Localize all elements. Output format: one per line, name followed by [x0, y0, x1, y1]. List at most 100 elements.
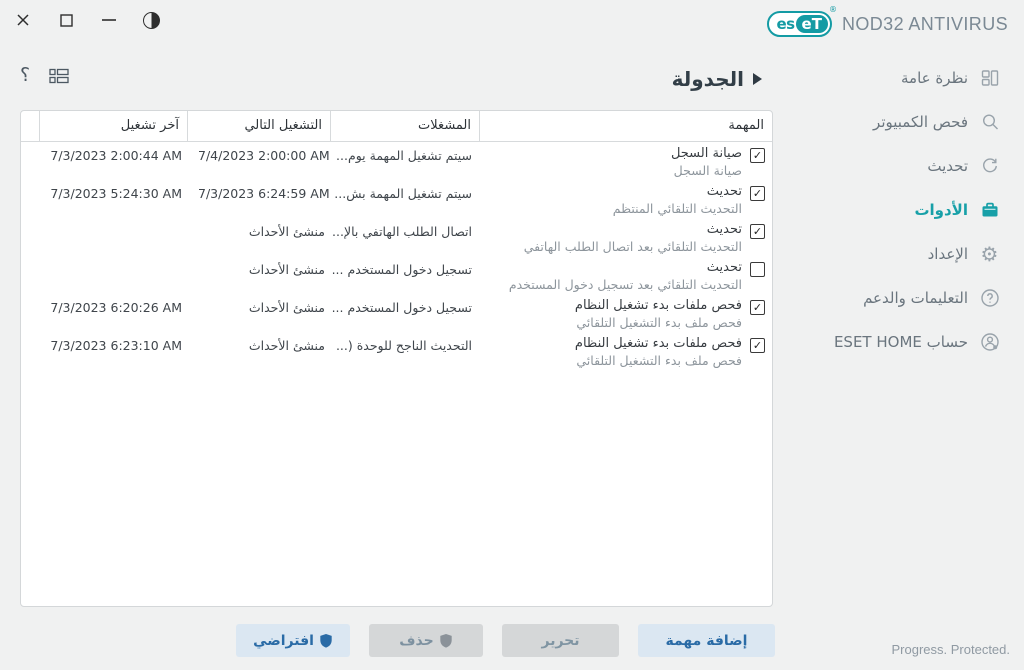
empty-cell: [21, 298, 40, 332]
task-trigger: اتصال الطلب الهاتفي بالإ...: [332, 224, 472, 239]
account-icon: [979, 332, 1000, 353]
task-subtitle: التحديث التلقائي بعد تسجيل دخول المستخدم: [508, 276, 742, 292]
task-cell: تحديث التحديث التلقائي بعد تسجيل دخول ال…: [480, 260, 772, 294]
task-checkbox[interactable]: ✓: [750, 224, 765, 239]
task-trigger: التحديث الناجح للوحدة (...: [335, 338, 472, 353]
task-last-run: 7/3/2023 6:20:26 AM: [50, 300, 182, 315]
task-next-run: منشئ الأحداث: [248, 338, 325, 353]
task-last-run: [40, 222, 188, 256]
table-header: المهمة المشغلات التشغيل التالي آخر تشغيل: [21, 111, 772, 142]
task-name: صيانة السجل: [670, 146, 742, 161]
scheduler-table: المهمة المشغلات التشغيل التالي آخر تشغيل…: [20, 110, 773, 607]
task-checkbox[interactable]: ✓: [750, 186, 765, 201]
task-trigger: سيتم تشغيل المهمة يوم...: [336, 148, 472, 163]
page-title: الجدولة: [671, 67, 744, 91]
eset-logo-mark: es eT ®: [767, 5, 837, 37]
table-row[interactable]: ✓ صيانة السجل صيانة السجل سيتم تشغيل الم…: [21, 142, 772, 180]
column-header-next-run[interactable]: التشغيل التالي: [188, 111, 331, 141]
sidebar-item-label: حساب ESET HOME: [833, 333, 968, 351]
task-last-run: 7/3/2023 5:24:30 AM: [50, 186, 182, 201]
overview-grid-icon: [979, 68, 1000, 89]
task-trigger: تسجيل دخول المستخدم ...: [331, 262, 472, 277]
column-header-empty: [21, 111, 40, 141]
task-subtitle: التحديث التلقائي بعد اتصال الطلب الهاتفي: [523, 238, 742, 254]
task-last-run: [40, 260, 188, 294]
task-cell: ✓ تحديث التحديث التلقائي بعد اتصال الطلب…: [480, 222, 772, 256]
delete-button[interactable]: حذف: [369, 624, 483, 657]
question-circle-icon: [979, 288, 1000, 309]
delete-button-label: حذف: [399, 632, 434, 649]
eset-logo-es: es: [776, 14, 795, 33]
sidebar-item-label: فحص الكمبيوتر: [873, 113, 968, 131]
sidebar-item-label: نظرة عامة: [901, 69, 968, 87]
edit-button[interactable]: تحرير: [502, 624, 619, 657]
list-view-icon[interactable]: [49, 68, 69, 84]
empty-cell: [21, 146, 40, 180]
table-row[interactable]: ✓ تحديث التحديث التلقائي بعد اتصال الطلب…: [21, 218, 772, 256]
table-row[interactable]: ✓ فحص ملفات بدء تشغيل النظام فحص ملف بدء…: [21, 294, 772, 332]
sidebar-item-computer-scan[interactable]: فحص الكمبيوتر: [824, 100, 1024, 144]
table-row[interactable]: ✓ تحديث التحديث التلقائي المنتظم سيتم تش…: [21, 180, 772, 218]
uac-shield-icon: [439, 633, 453, 648]
task-name: فحص ملفات بدء تشغيل النظام: [574, 298, 742, 313]
task-subtitle: صيانة السجل: [673, 162, 742, 178]
default-button-label: افتراضي: [253, 632, 314, 649]
empty-cell: [21, 184, 40, 218]
empty-cell: [21, 336, 40, 370]
task-checkbox[interactable]: ✓: [750, 338, 765, 353]
task-trigger: سيتم تشغيل المهمة بش...: [334, 186, 472, 201]
empty-cell: [21, 260, 40, 294]
search-icon: [979, 112, 1000, 133]
maximize-icon[interactable]: [57, 11, 75, 29]
registered-mark: ®: [828, 5, 837, 14]
back-arrow-icon[interactable]: [753, 73, 762, 85]
task-name: فحص ملفات بدء تشغيل النظام: [574, 336, 742, 351]
sidebar-item-overview[interactable]: نظرة عامة: [824, 56, 1024, 100]
column-header-last-run[interactable]: آخر تشغيل: [40, 111, 188, 141]
default-button[interactable]: افتراضي: [236, 624, 350, 657]
task-checkbox[interactable]: [750, 262, 765, 277]
empty-cell: [21, 222, 40, 256]
task-subtitle: فحص ملف بدء التشغيل التلقائي: [576, 352, 742, 368]
product-name: NOD32 ANTIVIRUS: [841, 13, 1008, 34]
task-next-run: 7/3/2023 6:24:59 AM: [198, 186, 330, 201]
task-subtitle: فحص ملف بدء التشغيل التلقائي: [576, 314, 742, 330]
task-next-run: منشئ الأحداث: [248, 262, 325, 277]
table-row[interactable]: تحديث التحديث التلقائي بعد تسجيل دخول ال…: [21, 256, 772, 294]
sidebar-item-help-support[interactable]: التعليمات والدعم: [824, 276, 1024, 320]
task-name: تحديث: [706, 222, 742, 237]
briefcase-icon: [979, 200, 1000, 221]
contrast-toggle-icon[interactable]: [143, 11, 160, 29]
sidebar-item-label: التعليمات والدعم: [863, 289, 968, 307]
task-last-run: 7/3/2023 6:23:10 AM: [50, 338, 182, 353]
eset-logo: es eT ® NOD32 ANTIVIRUS: [767, 5, 1008, 37]
column-header-task[interactable]: المهمة: [728, 118, 764, 133]
task-cell: ✓ فحص ملفات بدء تشغيل النظام فحص ملف بدء…: [480, 298, 772, 332]
task-trigger: تسجيل دخول المستخدم ...: [331, 300, 472, 315]
sidebar-item-label: تحديث: [927, 157, 968, 175]
sidebar-item-setup[interactable]: ⚙ الإعداد: [824, 232, 1024, 276]
table-row[interactable]: ✓ فحص ملفات بدء تشغيل النظام فحص ملف بدء…: [21, 332, 772, 370]
task-next-run: منشئ الأحداث: [248, 224, 325, 239]
minimize-icon[interactable]: [100, 11, 118, 29]
task-subtitle: التحديث التلقائي المنتظم: [612, 200, 742, 216]
close-icon[interactable]: [14, 11, 32, 29]
task-next-run: 7/4/2023 2:00:00 AM: [198, 148, 330, 163]
uac-shield-icon: [319, 633, 333, 648]
add-task-button[interactable]: إضافة مهمة: [638, 624, 775, 657]
sidebar-item-tools[interactable]: الأدوات: [824, 188, 1024, 232]
column-header-triggers[interactable]: المشغلات: [331, 111, 480, 141]
task-name: تحديث: [706, 260, 742, 275]
window-controls: [14, 9, 160, 31]
sidebar: نظرة عامة فحص الكمبيوتر تحديث الأدوات ⚙ …: [824, 56, 1024, 364]
page-title-row: الجدولة: [672, 67, 762, 91]
table-body: ✓ صيانة السجل صيانة السجل سيتم تشغيل الم…: [21, 142, 772, 370]
content-toolbar: ؟: [20, 66, 69, 85]
task-name: تحديث: [706, 184, 742, 199]
help-icon[interactable]: ؟: [20, 64, 31, 86]
task-checkbox[interactable]: ✓: [750, 300, 765, 315]
task-checkbox[interactable]: ✓: [750, 148, 765, 163]
sidebar-item-update[interactable]: تحديث: [824, 144, 1024, 188]
sidebar-item-label: الإعداد: [927, 245, 968, 263]
sidebar-item-eset-home-account[interactable]: حساب ESET HOME: [824, 320, 1024, 364]
